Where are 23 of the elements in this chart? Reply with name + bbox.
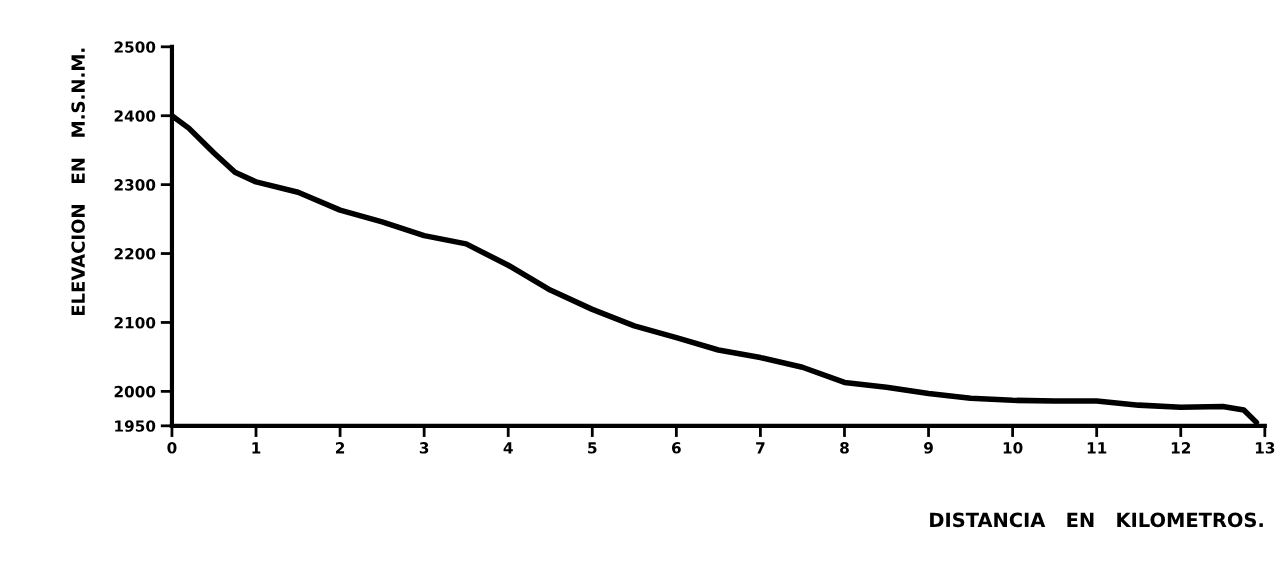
y-tick-label: 2300 [114, 179, 156, 191]
x-axis-title: DISTANCIA EN KILOMETROS. [930, 512, 1263, 528]
x-tick-label: 11 [1087, 442, 1107, 454]
y-axis-title: ELEVACION EN M.S.N.M. [71, 48, 85, 316]
x-tick-label: 0 [167, 442, 177, 454]
x-tick-label: 9 [924, 442, 933, 454]
x-tick-label: 7 [756, 442, 765, 454]
x-tick-label: 10 [1003, 442, 1023, 454]
y-tick-label: 2200 [114, 248, 156, 260]
x-tick-label: 6 [671, 442, 681, 454]
y-tick-label: 2400 [114, 110, 156, 122]
x-tick-label: 12 [1171, 442, 1191, 454]
x-tick-label: 8 [840, 442, 849, 454]
y-tick-label: 2100 [114, 316, 156, 329]
x-tick-label: 3 [419, 442, 429, 454]
y-tick-label: 2500 [114, 41, 156, 53]
y-tick-label: 2000 [114, 385, 156, 398]
x-tick-label: 2 [335, 442, 345, 454]
x-tick-label: 4 [503, 442, 513, 454]
x-tick-label: 13 [1255, 442, 1275, 454]
x-tick-label: 5 [588, 442, 597, 454]
y-tick-label: 1950 [115, 420, 156, 432]
x-tick-label: 1 [252, 442, 261, 454]
